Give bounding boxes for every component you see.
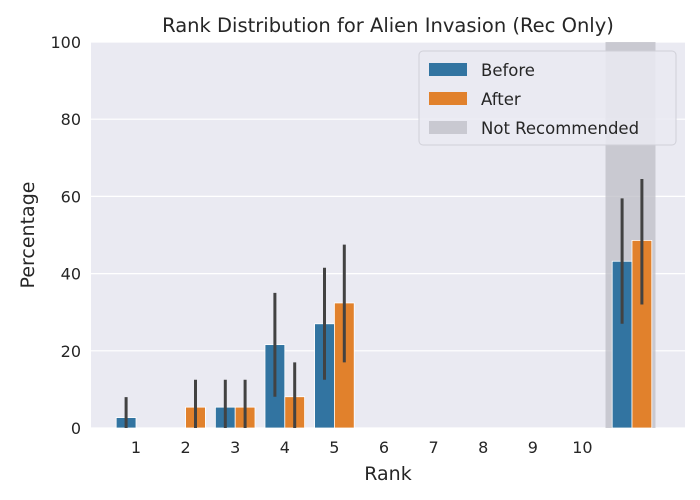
x-tick-label: 8	[478, 438, 488, 457]
y-tick-label: 20	[61, 342, 81, 361]
x-tick-label: 9	[528, 438, 538, 457]
x-tick-label: 1	[131, 438, 141, 457]
legend-swatch	[429, 63, 467, 76]
x-axis-ticks: 1 2 3 4 5 6 7 8 9 10	[131, 438, 593, 457]
y-tick-label: 40	[61, 265, 81, 284]
x-tick-label: 7	[429, 438, 439, 457]
x-tick-label: 3	[230, 438, 240, 457]
y-tick-label: 100	[50, 33, 81, 52]
y-tick-label: 0	[71, 419, 81, 438]
legend-label: Before	[481, 61, 535, 80]
x-tick-label: 10	[572, 438, 592, 457]
x-tick-label: 4	[280, 438, 290, 457]
legend: Before After Not Recommended	[418, 50, 677, 146]
error-bars	[124, 179, 644, 428]
x-tick-label: 5	[329, 438, 339, 457]
y-axis-ticks: 0 20 40 60 80 100	[50, 33, 81, 438]
legend-label: After	[481, 90, 521, 109]
legend-swatch	[429, 121, 467, 134]
legend-box	[418, 50, 677, 146]
y-tick-label: 80	[61, 110, 81, 129]
x-tick-label: 6	[379, 438, 389, 457]
legend-label: Not Recommended	[481, 119, 639, 138]
x-tick-label: 2	[181, 438, 191, 457]
legend-swatch	[429, 92, 467, 105]
chart-title: Rank Distribution for Alien Invasion (Re…	[162, 14, 614, 37]
y-tick-label: 60	[61, 187, 81, 206]
y-axis-title: Percentage	[17, 182, 39, 289]
x-axis-title: Rank	[364, 463, 411, 485]
